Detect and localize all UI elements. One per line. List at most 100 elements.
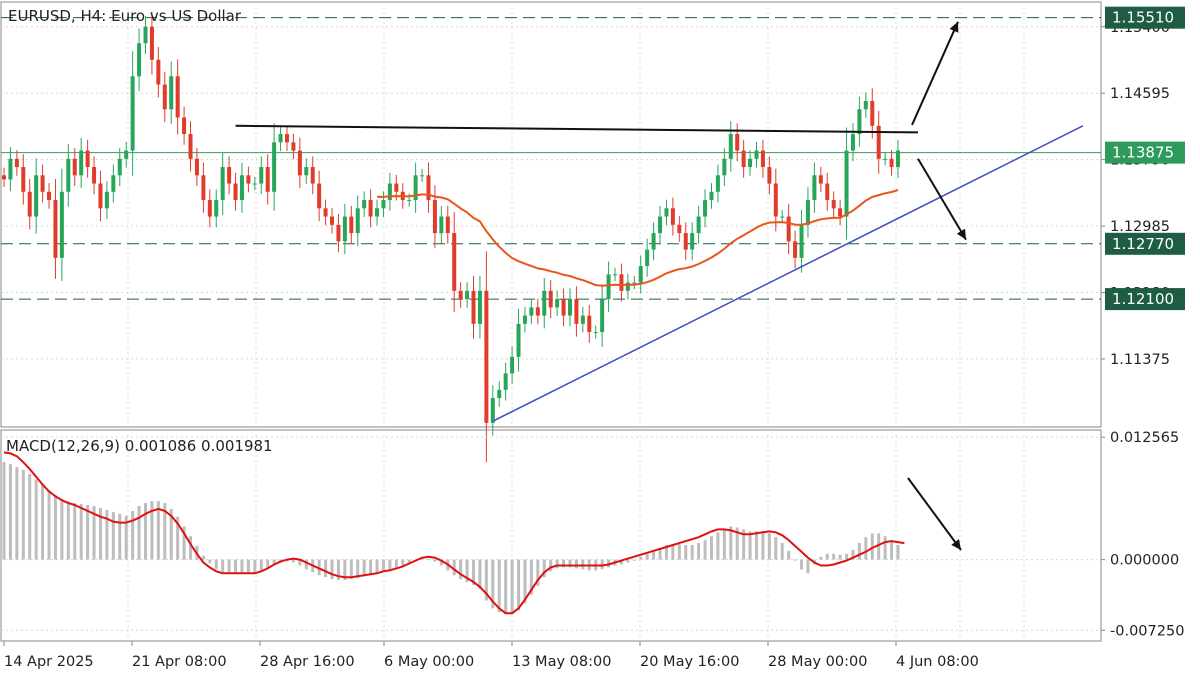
candle-body (735, 134, 740, 151)
macd-bar (79, 504, 83, 560)
macd-bar (690, 545, 694, 560)
macd-bar (568, 559, 572, 568)
macd-bar (639, 556, 643, 560)
macd-bar (208, 559, 212, 564)
macd-bar (658, 547, 662, 560)
candle-body (876, 125, 881, 159)
macd-bar (131, 510, 135, 560)
macd-bar (246, 559, 250, 573)
macd-bar (787, 550, 791, 560)
candle-body (619, 274, 624, 291)
macd-bar (800, 559, 804, 570)
macd-bar (298, 559, 302, 566)
candle-body (117, 158, 122, 176)
candle-body (188, 134, 193, 159)
macd-panel[interactable]: MACD(12,26,9) 0.001086 0.001981 (0, 429, 1102, 642)
candle-body (323, 208, 328, 217)
candle-body (21, 167, 26, 192)
candle-body (162, 84, 167, 110)
candle-body (471, 290, 476, 324)
candle-body (310, 167, 315, 184)
macd-bar (664, 545, 668, 560)
macd-bar (877, 533, 881, 560)
candle-body (426, 175, 431, 201)
macd-bar (697, 543, 701, 560)
macd-tick-label: 0.000000 (1110, 553, 1179, 569)
bearish-arrow-head (956, 228, 966, 240)
bullish-arrow (911, 21, 959, 126)
candle-body (805, 200, 810, 225)
candle-body (844, 150, 849, 217)
candle-body (670, 208, 675, 225)
macd-bar (722, 529, 726, 560)
candle-body (600, 299, 605, 333)
candle-body (503, 373, 508, 390)
candle-body (201, 175, 206, 201)
candle-body (664, 208, 669, 217)
candle-body (465, 290, 470, 300)
bullish-arrow-head (949, 21, 959, 33)
candle-body (34, 175, 39, 217)
macd-bar (755, 531, 759, 560)
macd-bar (420, 558, 424, 560)
level-tag (1105, 232, 1185, 255)
macd-bar (189, 536, 193, 560)
candle-body (149, 26, 154, 60)
macd-bar (857, 543, 861, 560)
candle-body (246, 175, 251, 184)
macd-bar (259, 559, 263, 571)
candle-body (703, 200, 708, 217)
macd-bar (529, 559, 533, 595)
macd-bar (491, 559, 495, 609)
macd-bar (652, 550, 656, 560)
candle-body (79, 150, 84, 176)
candle-body (722, 158, 727, 176)
time-tick-label: 21 Apr 08:00 (132, 654, 227, 670)
candle-body (394, 183, 399, 192)
candle-body (683, 233, 688, 250)
candle-body (259, 167, 264, 184)
candle-body (445, 216, 450, 234)
candle-body (413, 175, 418, 201)
time-tick-label: 13 May 08:00 (512, 654, 611, 670)
candle-body (760, 150, 765, 168)
chart-title: EURUSD, H4: Euro vs US Dollar (8, 7, 242, 25)
macd-bar (484, 559, 488, 601)
macd-bar (169, 508, 173, 560)
candle-body (8, 158, 13, 180)
candle-body (66, 158, 71, 192)
macd-bar (324, 559, 328, 578)
macd-bar (253, 559, 257, 573)
macd-bar (182, 526, 186, 560)
macd-bar (523, 559, 527, 604)
candle-body (831, 200, 836, 209)
candle-body (484, 290, 489, 423)
macd-bar (98, 507, 102, 560)
macd-bar (105, 509, 109, 560)
candle-body (870, 101, 875, 126)
candle-body (542, 290, 547, 316)
macd-bar (66, 501, 70, 560)
macd-title: MACD(12,26,9) 0.001086 0.001981 (6, 437, 273, 455)
candle-body (104, 191, 109, 209)
macd-bar (221, 559, 225, 573)
macd-bar (517, 559, 521, 611)
candle-body (265, 167, 270, 192)
macd-bar (53, 495, 57, 560)
macd-bar (433, 559, 437, 562)
macd-bar (684, 545, 688, 560)
macd-bar (452, 559, 456, 576)
candle-body (780, 216, 785, 218)
price-panel[interactable]: EURUSD, H4: Euro vs US Dollar (0, 1, 1102, 463)
macd-bar (362, 559, 366, 577)
macd-bar (870, 533, 874, 560)
candle-body (317, 183, 322, 209)
candle-body (632, 282, 637, 284)
candle-body (593, 332, 598, 334)
macd-bar (336, 559, 340, 581)
macd-bar (28, 473, 32, 560)
candle-body (748, 158, 753, 168)
candle-body (883, 158, 888, 160)
candle-body (143, 26, 148, 44)
